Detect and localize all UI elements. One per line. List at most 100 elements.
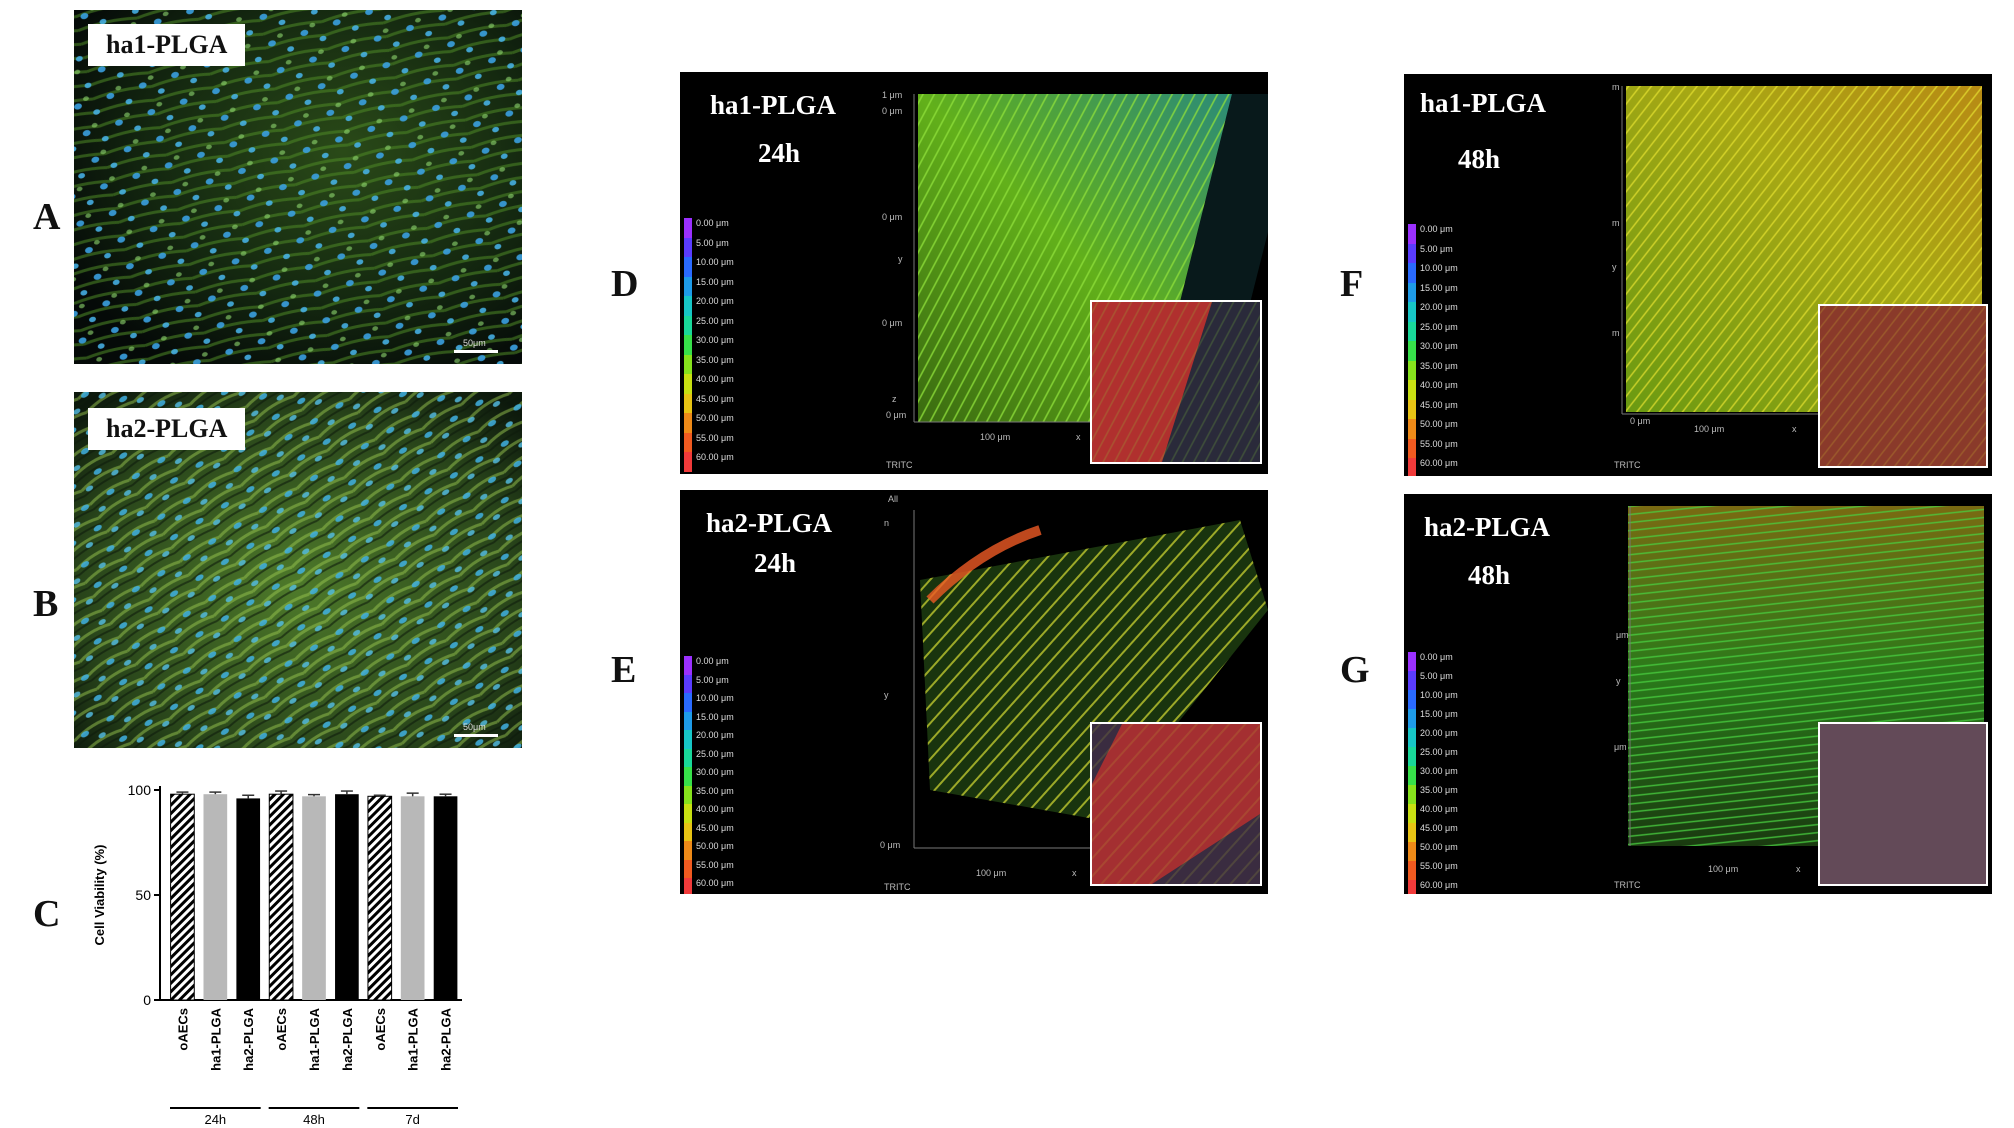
confocal-g-tick-0: μm: [1616, 630, 1629, 640]
confocal-d-legend-swatch: [684, 218, 692, 238]
confocal-e-time: 24h: [754, 548, 797, 578]
confocal-d-legend-label: 5.00 μm: [696, 237, 729, 248]
confocal-f-legend-swatch: [1408, 341, 1416, 361]
panel-letter-e: E: [611, 649, 637, 691]
confocal-f-legend: 0.00 μm 5.00 μm 10.00 μm 15.00 μm 20.00 μm 25…: [1404, 224, 1494, 476]
confocal-e-legend-swatch: [684, 878, 692, 894]
confocal-f-legend-swatch: [1408, 419, 1416, 439]
confocal-e-legend-label: 15.00 μm: [696, 711, 734, 722]
confocal-e-legend-label: 0.00 μm: [696, 656, 729, 666]
confocal-f-legend-label: 40.00 μm: [1420, 380, 1458, 390]
x-category-label: oAECs: [373, 1008, 388, 1051]
x-category-label: ha1-PLGA: [406, 1007, 421, 1070]
confocal-g-legend-swatch: [1408, 766, 1416, 785]
bar-3: [268, 793, 294, 1001]
confocal-g-legend-label: 15.00 μm: [1420, 709, 1458, 719]
confocal-d-x-scale: 100 μm: [980, 432, 1011, 442]
confocal-f-title: ha1-PLGA: [1420, 88, 1547, 118]
panel-letter-c: C: [33, 893, 61, 935]
confocal-g-title: ha2-PLGA: [1424, 512, 1551, 542]
confocal-d-legend-swatch: [684, 276, 692, 296]
confocal-e-legend-swatch: [684, 748, 692, 767]
confocal-f-legend-swatch: [1408, 224, 1416, 244]
confocal-d-legend-label: 40.00 μm: [696, 374, 734, 384]
confocal-g-legend-swatch: [1408, 804, 1416, 823]
confocal-f-legend-label: 35.00 μm: [1420, 360, 1458, 371]
confocal-f-legend-label: 20.00 μm: [1420, 302, 1458, 312]
confocal-e-legend-label: 25.00 μm: [696, 748, 734, 759]
confocal-d-legend-swatch: [684, 296, 692, 316]
confocal-g-x-scale: 100 μm: [1708, 864, 1739, 874]
confocal-e-tick-4: x: [1072, 868, 1077, 878]
confocal-f-legend-label: 25.00 μm: [1420, 321, 1458, 332]
confocal-f-legend-label: 15.00 μm: [1420, 282, 1458, 293]
confocal-f-legend-swatch: [1408, 282, 1416, 302]
confocal-d-tick-6: 0 μm: [886, 410, 907, 420]
confocal-f-legend-swatch: [1408, 302, 1416, 322]
confocal-e-legend-label: 10.00 μm: [696, 693, 734, 703]
confocal-g-legend-label: 35.00 μm: [1420, 785, 1458, 795]
confocal-d-legend-swatch: [684, 393, 692, 413]
confocal-f: ha1-PLGA 48h 0.00 μm 5.00 μm 10.00 μm 15.00…: [1404, 74, 1992, 476]
confocal-d-title: ha1-PLGA: [710, 90, 837, 120]
y-tick-label: 50: [135, 887, 151, 903]
confocal-g-tick-2: μm: [1614, 742, 1627, 752]
confocal-d-legend-label: 15.00 μm: [696, 276, 734, 287]
confocal-e-tick-0: All: [888, 494, 899, 504]
x-category-label: ha2-PLGA: [439, 1007, 454, 1070]
confocal-e-legend-swatch: [684, 822, 692, 841]
confocal-d-tick-7: x: [1076, 432, 1081, 442]
confocal-g-legend-label: 40.00 μm: [1420, 804, 1458, 814]
confocal-g-channel: TRITC: [1614, 880, 1641, 890]
confocal-g-legend-label: 20.00 μm: [1420, 728, 1458, 738]
panel-letter-a: A: [33, 196, 61, 238]
confocal-f-legend-swatch: [1408, 458, 1416, 476]
confocal-g-legend-swatch: [1408, 880, 1416, 894]
confocal-g-tick-1: y: [1616, 676, 1621, 686]
y-tick-label: 100: [128, 782, 152, 798]
confocal-g-time: 48h: [1468, 560, 1511, 590]
confocal-d-legend-swatch: [684, 335, 692, 355]
confocal-d-legend-swatch: [684, 315, 692, 335]
confocal-f-legend-label: 10.00 μm: [1420, 263, 1458, 273]
confocal-d-legend-swatch: [684, 257, 692, 277]
x-category-label: ha1-PLGA: [307, 1007, 322, 1070]
confocal-f-legend-swatch: [1408, 360, 1416, 380]
confocal-f-legend-label: 50.00 μm: [1420, 419, 1458, 429]
confocal-g-inset: [1818, 722, 1988, 886]
group-label-1: 48h: [303, 1112, 325, 1127]
confocal-e-legend-swatch: [684, 730, 692, 749]
micrograph-a: ha1-PLGA 50μm: [74, 10, 522, 364]
confocal-g-legend-swatch: [1408, 861, 1416, 880]
confocal-d-legend-label: 25.00 μm: [696, 315, 734, 326]
confocal-d-tick-2: 0 μm: [882, 212, 903, 222]
confocal-e-legend-swatch: [684, 674, 692, 693]
confocal-e-legend-swatch: [684, 767, 692, 786]
confocal-d-legend-swatch: [684, 452, 692, 472]
confocal-g-legend-label: 10.00 μm: [1420, 690, 1458, 700]
confocal-e-x-scale: 100 μm: [976, 868, 1007, 878]
confocal-e-channel: TRITC: [884, 882, 911, 892]
confocal-f-legend-swatch: [1408, 399, 1416, 419]
confocal-d-inset: [1090, 300, 1262, 464]
panel-letter-f: F: [1340, 263, 1364, 305]
confocal-d-legend-swatch: [684, 354, 692, 374]
x-category-label: ha2-PLGA: [340, 1007, 355, 1070]
confocal-f-tick-5: x: [1792, 424, 1797, 434]
confocal-g-legend-label: 25.00 μm: [1420, 747, 1458, 757]
confocal-f-legend-label: 45.00 μm: [1420, 399, 1458, 410]
confocal-g-legend-swatch: [1408, 823, 1416, 842]
confocal-e-legend: 0.00 μm 5.00 μm 10.00 μm 15.00 μm 20.00 μm 25…: [680, 656, 770, 894]
confocal-g-legend-swatch: [1408, 842, 1416, 861]
confocal-e-legend-swatch: [684, 785, 692, 804]
confocal-f-x-scale: 100 μm: [1694, 424, 1725, 434]
confocal-d-image: [913, 94, 1268, 423]
confocal-g-legend-swatch: [1408, 671, 1416, 690]
confocal-d-legend-swatch: [684, 237, 692, 257]
confocal-g-legend-label: 55.00 μm: [1420, 861, 1458, 871]
confocal-e-legend-label: 30.00 μm: [696, 767, 734, 777]
confocal-d-legend-label: 20.00 μm: [696, 296, 734, 306]
x-category-label: oAECs: [175, 1008, 190, 1051]
bar-5: [335, 794, 359, 1000]
x-category-label: oAECs: [274, 1008, 289, 1051]
